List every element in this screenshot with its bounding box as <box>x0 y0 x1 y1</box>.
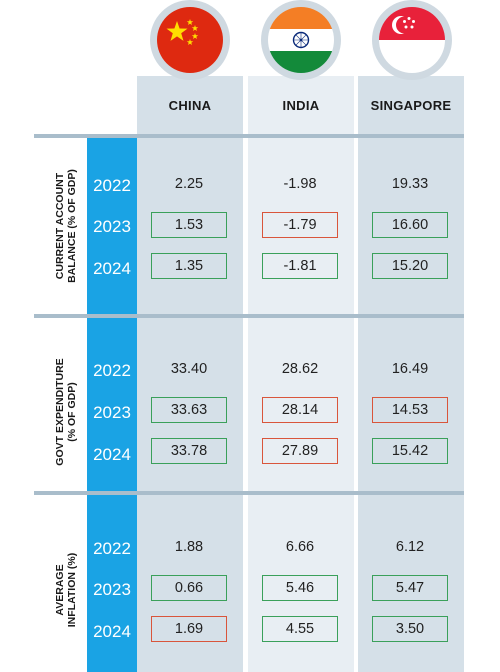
singapore-flag-icon <box>372 0 452 80</box>
value-cell-increase: 1.35 <box>151 253 227 279</box>
singapore-column <box>358 0 464 672</box>
value-cell-increase: 1.53 <box>151 212 227 238</box>
china-column <box>137 0 243 672</box>
year-strip <box>87 318 137 491</box>
year-label: 2022 <box>93 176 131 195</box>
year-label: 2024 <box>93 622 131 641</box>
value-cell-decrease: 28.14 <box>262 397 338 423</box>
year-strip <box>87 495 137 672</box>
value-cell: 28.62 <box>281 361 319 377</box>
value-cell-increase: 5.47 <box>372 575 448 601</box>
header-singapore: SINGAPORE <box>370 97 452 113</box>
value-cell: 16.49 <box>391 361 429 377</box>
header-india: INDIA <box>282 97 320 113</box>
section-divider <box>34 491 464 495</box>
value-cell-decrease: 14.53 <box>372 397 448 423</box>
value-cell-increase: 33.63 <box>151 397 227 423</box>
year-label: 2024 <box>93 445 131 464</box>
section-divider <box>34 134 464 138</box>
section-label-current-account: CURRENT ACCOUNT BALANCE (% OF GDP) <box>54 169 78 283</box>
value-cell: 1.88 <box>174 539 204 555</box>
value-cell-increase: 15.42 <box>372 438 448 464</box>
value-cell-increase: 5.46 <box>262 575 338 601</box>
value-cell-decrease: 1.69 <box>151 616 227 642</box>
value-cell: 2.25 <box>174 176 204 192</box>
value-cell-increase: 4.55 <box>262 616 338 642</box>
section-label-govt-expenditure: GOVT EXPENDITURE (% OF GDP) <box>54 358 78 466</box>
value-cell-decrease: 27.89 <box>262 438 338 464</box>
india-flag-icon <box>261 0 341 80</box>
header-china: CHINA <box>168 97 212 113</box>
value-cell: 19.33 <box>391 176 429 192</box>
year-label: 2022 <box>93 361 131 380</box>
value-cell-increase: -1.81 <box>262 253 338 279</box>
year-label: 2022 <box>93 539 131 558</box>
value-cell: 33.40 <box>170 361 208 377</box>
value-cell: 6.12 <box>395 539 425 555</box>
value-cell-decrease: -1.79 <box>262 212 338 238</box>
year-label: 2023 <box>93 217 131 236</box>
year-label: 2023 <box>93 403 131 422</box>
section-label-average-inflation: AVERAGE INFLATION (%) <box>54 552 78 628</box>
value-cell-increase: 3.50 <box>372 616 448 642</box>
value-cell-increase: 16.60 <box>372 212 448 238</box>
value-cell-increase: 0.66 <box>151 575 227 601</box>
year-label: 2024 <box>93 259 131 278</box>
year-strip <box>87 138 137 314</box>
value-cell-increase: 15.20 <box>372 253 448 279</box>
section-divider <box>34 314 464 318</box>
india-column <box>248 0 354 672</box>
year-label: 2023 <box>93 580 131 599</box>
value-cell: 6.66 <box>285 539 315 555</box>
value-cell: -1.98 <box>283 176 317 192</box>
value-cell-increase: 33.78 <box>151 438 227 464</box>
china-flag-icon <box>150 0 230 80</box>
